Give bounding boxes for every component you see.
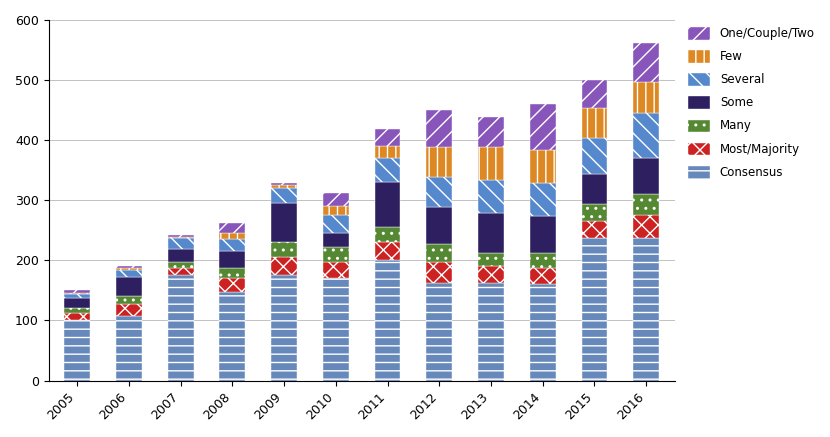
Bar <box>478 118 504 147</box>
Bar <box>478 180 504 214</box>
Bar <box>323 246 349 262</box>
Bar <box>427 177 452 208</box>
Bar <box>374 260 400 381</box>
Bar <box>64 309 90 313</box>
Bar <box>323 262 349 278</box>
Bar <box>530 216 555 253</box>
Bar <box>219 223 246 233</box>
Bar <box>271 203 297 243</box>
Bar <box>530 284 555 381</box>
Bar <box>427 110 452 147</box>
Bar <box>427 208 452 243</box>
Bar <box>582 221 608 238</box>
Bar <box>168 238 193 249</box>
Bar <box>323 233 349 246</box>
Bar <box>168 275 193 381</box>
Bar <box>168 237 193 238</box>
Bar <box>271 257 297 275</box>
Bar <box>478 147 504 180</box>
Bar <box>530 253 555 267</box>
Bar <box>64 313 90 320</box>
Bar <box>323 215 349 233</box>
Bar <box>427 283 452 381</box>
Bar <box>219 239 246 251</box>
Bar <box>168 249 193 262</box>
Bar <box>64 320 90 381</box>
Bar <box>582 138 608 174</box>
Bar <box>323 206 349 215</box>
Bar <box>271 185 297 188</box>
Bar <box>530 104 555 150</box>
Bar <box>271 188 297 203</box>
Bar <box>168 262 193 268</box>
Bar <box>530 267 555 284</box>
Bar <box>374 243 400 260</box>
Bar <box>374 146 400 158</box>
Bar <box>116 268 142 270</box>
Bar <box>582 238 608 381</box>
Legend: One/Couple/Two, Few, Several, Some, Many, Most/Majority, Consensus: One/Couple/Two, Few, Several, Some, Many… <box>686 26 815 179</box>
Bar <box>478 253 504 266</box>
Bar <box>64 298 90 309</box>
Bar <box>582 80 608 108</box>
Bar <box>633 158 659 194</box>
Bar <box>271 243 297 257</box>
Bar <box>633 238 659 381</box>
Bar <box>633 43 659 83</box>
Bar <box>116 304 142 316</box>
Bar <box>168 268 193 275</box>
Bar <box>530 184 555 216</box>
Bar <box>219 278 246 291</box>
Bar <box>271 275 297 381</box>
Bar <box>64 293 90 294</box>
Bar <box>323 193 349 206</box>
Bar <box>582 108 608 138</box>
Bar <box>633 83 659 113</box>
Bar <box>427 262 452 283</box>
Bar <box>116 277 142 296</box>
Bar <box>374 227 400 243</box>
Bar <box>323 278 349 381</box>
Bar <box>582 174 608 204</box>
Bar <box>64 291 90 293</box>
Bar <box>374 129 400 146</box>
Bar <box>168 235 193 237</box>
Bar <box>633 113 659 158</box>
Bar <box>427 243 452 262</box>
Bar <box>271 184 297 185</box>
Bar <box>633 215 659 238</box>
Bar <box>633 194 659 215</box>
Bar <box>116 270 142 277</box>
Bar <box>374 182 400 227</box>
Bar <box>116 296 142 304</box>
Bar <box>530 150 555 184</box>
Bar <box>116 267 142 268</box>
Bar <box>478 266 504 283</box>
Bar <box>478 283 504 381</box>
Bar <box>219 251 246 267</box>
Bar <box>64 294 90 298</box>
Bar <box>219 267 246 278</box>
Bar <box>116 316 142 381</box>
Bar <box>582 204 608 221</box>
Bar <box>478 214 504 253</box>
Bar <box>374 158 400 182</box>
Bar <box>219 291 246 381</box>
Bar <box>427 147 452 177</box>
Bar <box>219 233 246 239</box>
